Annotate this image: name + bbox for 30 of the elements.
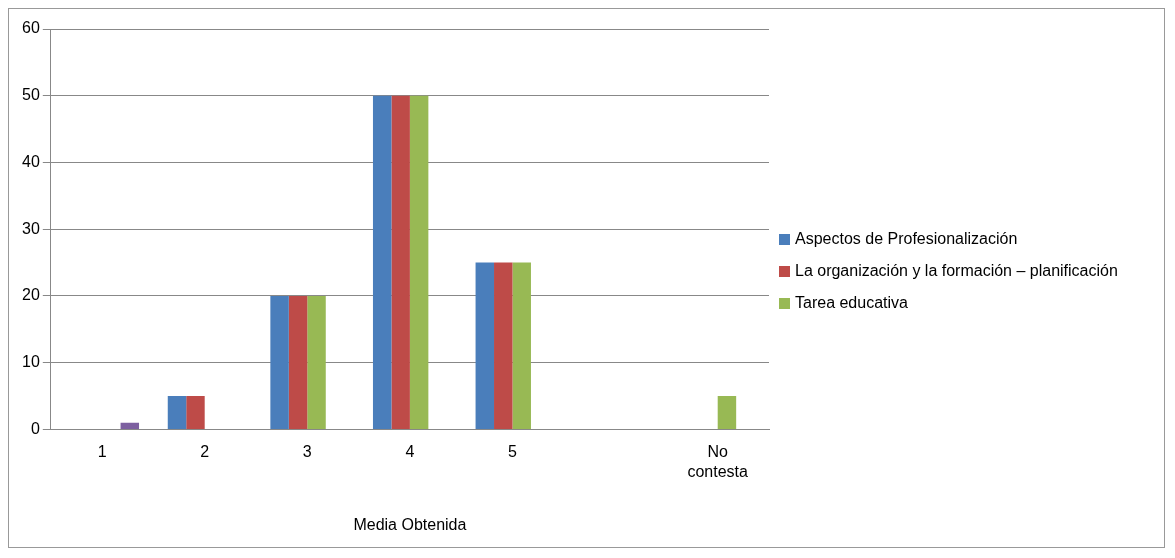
- legend-label: La organización y la formación – planificación: [795, 262, 1118, 280]
- y-tick-label: 60: [22, 19, 40, 37]
- x-tick-label: 4: [405, 443, 415, 461]
- y-tick-label: 50: [22, 86, 40, 104]
- y-tick-label: 40: [22, 152, 40, 170]
- bar: [167, 396, 187, 429]
- x-tick-label: 1: [97, 443, 107, 461]
- y-tick-label: 20: [22, 286, 40, 304]
- bar: [186, 396, 205, 429]
- bar: [717, 396, 737, 429]
- bar: [372, 95, 392, 429]
- y-tick-label: 30: [22, 219, 40, 237]
- bar: [512, 262, 531, 429]
- bar: [391, 95, 410, 429]
- x-tick-label: No contesta: [687, 443, 749, 480]
- x-tick-label: 3: [302, 443, 312, 461]
- legend-label: Aspectos de Profesionalización: [795, 230, 1018, 248]
- y-tick-label: 10: [22, 353, 40, 371]
- bar: [288, 295, 308, 429]
- bar: [120, 422, 140, 429]
- y-tick-label: 0: [30, 419, 40, 437]
- bar: [475, 262, 495, 429]
- bar: [270, 295, 289, 429]
- x-tick-label: 5: [508, 443, 518, 461]
- bar: [409, 95, 429, 429]
- x-axis-title: Media Obtenida: [353, 515, 467, 533]
- bar: [307, 295, 326, 429]
- x-tick-label: 2: [200, 443, 210, 461]
- bar: [494, 262, 513, 429]
- legend-label: Tarea educativa: [795, 294, 908, 312]
